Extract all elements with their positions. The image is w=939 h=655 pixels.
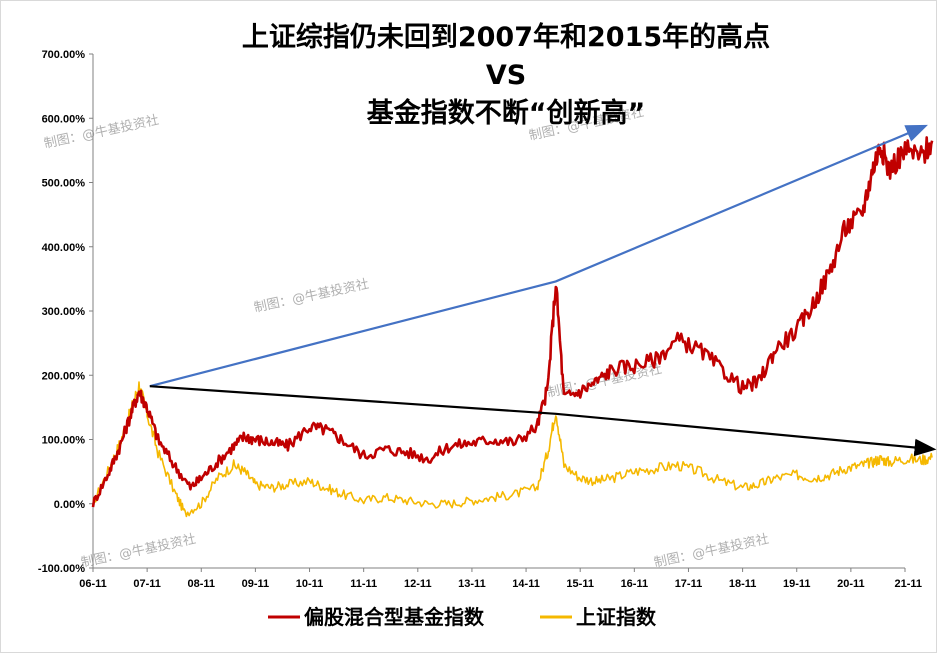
watermark-text: 制图：@牛基投资社 (253, 276, 371, 316)
black-lower-trend-arrow (149, 385, 937, 457)
trend-arrows (149, 124, 937, 457)
series-line (91, 136, 934, 508)
blue-upper-trend-arrow (149, 124, 928, 388)
x-tick-label: 16-11 (621, 578, 649, 590)
watermark-text: 制图：@牛基投资社 (80, 531, 198, 571)
x-tick-label: 14-11 (512, 578, 540, 590)
x-tick-label: 10-11 (296, 578, 324, 590)
legend-label: 偏股混合型基金指数 (304, 605, 485, 629)
x-tick-label: 15-11 (566, 578, 594, 590)
x-axis: 06-11 07-11 08-11 09-11 10-11 11-11 12-11 13-11… (79, 567, 922, 590)
y-tick-label: 400.00% (42, 242, 86, 254)
x-tick-label: 20-11 (837, 578, 865, 590)
x-tick-label: 12-11 (404, 578, 432, 590)
y-tick-label: 300.00% (42, 306, 86, 318)
x-tick-label: 13-11 (458, 578, 486, 590)
x-tick-label: 09-11 (242, 578, 270, 590)
x-tick-label: 19-11 (783, 578, 811, 590)
legend-label: 上证指数 (576, 605, 657, 629)
x-tick-label: 06-11 (79, 578, 107, 590)
series-line (92, 381, 933, 518)
x-tick-label: 18-11 (729, 578, 757, 590)
y-tick-label: 700.00% (42, 49, 86, 61)
watermark-text: 制图：@牛基投资社 (653, 531, 771, 571)
x-tick-label: 07-11 (133, 578, 161, 590)
y-tick-label: 600.00% (42, 113, 86, 125)
title-line-1: 上证综指仍未回到2007年和2015年的高点 (242, 21, 770, 53)
x-tick-label: 08-11 (188, 578, 216, 590)
legend: 偏股混合型基金指数 上证指数 (268, 605, 657, 629)
chart-title: 上证综指仍未回到2007年和2015年的高点 VS 基金指数不断“创新高” (242, 21, 770, 129)
x-tick-label: 17-11 (675, 578, 703, 590)
y-tick-label: 500.00% (42, 178, 86, 190)
y-tick-label: 0.00% (54, 499, 85, 511)
y-tick-label: 200.00% (42, 370, 86, 382)
y-axis: 700.00% 600.00% 500.00% 400.00% 300.00% 200.0… (38, 49, 94, 575)
y-tick-label: -100.00% (38, 563, 85, 575)
x-tick-label: 11-11 (350, 578, 377, 590)
series-layer (91, 136, 934, 518)
x-tick-label: 21-11 (894, 578, 922, 590)
title-line-3: 基金指数不断“创新高” (367, 97, 646, 129)
title-line-2: VS (486, 60, 526, 91)
y-tick-label: 100.00% (42, 435, 86, 447)
